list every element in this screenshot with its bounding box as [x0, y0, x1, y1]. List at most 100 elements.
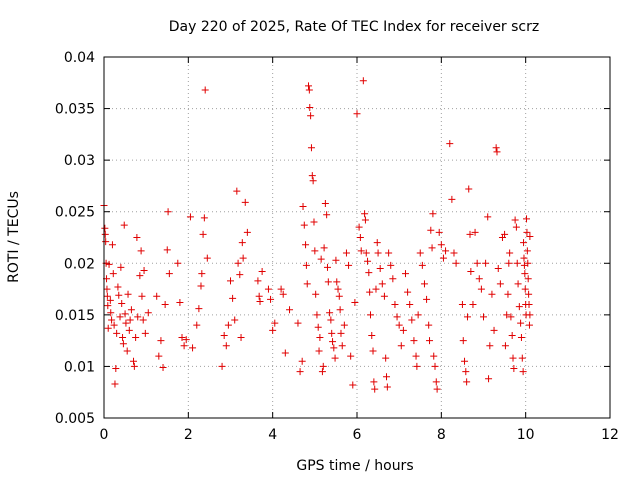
data-point	[121, 310, 129, 318]
y-tick-label: 0.01	[64, 359, 95, 375]
data-point	[130, 362, 138, 370]
data-point	[395, 321, 403, 329]
data-point	[200, 214, 208, 222]
data-point	[313, 311, 321, 319]
data-point	[493, 148, 501, 156]
data-point	[126, 316, 134, 324]
data-point	[372, 285, 380, 293]
data-point	[137, 247, 145, 255]
y-tick-label: 0.025	[55, 205, 95, 221]
data-point	[439, 254, 447, 262]
data-point	[108, 316, 116, 324]
data-point	[501, 342, 509, 350]
data-point	[119, 340, 127, 348]
data-point	[335, 292, 343, 300]
data-point	[490, 326, 498, 334]
data-point	[523, 228, 531, 236]
axis-ticks: 0 2 4 6 8 10 12 0.005 0.01 0.015 0.02 0.025 0.03 0.03…	[55, 50, 619, 443]
data-point	[101, 230, 109, 238]
data-point	[359, 77, 367, 85]
data-point	[330, 344, 338, 352]
data-point	[186, 213, 194, 221]
data-point	[361, 210, 369, 218]
data-point	[389, 275, 397, 283]
data-point	[429, 210, 437, 218]
data-point	[303, 280, 311, 288]
data-point	[428, 244, 436, 252]
data-point	[197, 282, 205, 290]
data-point	[521, 270, 529, 278]
data-point	[102, 238, 110, 246]
data-point	[302, 261, 310, 269]
data-point	[365, 269, 373, 277]
data-point	[332, 256, 340, 264]
data-point	[511, 216, 519, 224]
data-point	[397, 342, 405, 350]
data-point	[508, 331, 516, 339]
data-point	[120, 221, 128, 229]
data-point	[161, 301, 169, 309]
data-point	[220, 331, 228, 339]
data-point	[466, 230, 474, 238]
data-point	[199, 230, 207, 238]
data-point	[281, 349, 289, 357]
data-point	[157, 337, 165, 345]
data-point	[218, 362, 226, 370]
y-tick-label: 0.005	[55, 411, 95, 427]
data-point	[442, 247, 450, 255]
data-point	[108, 241, 116, 249]
data-point	[112, 364, 120, 372]
x-tick-label: 12	[601, 427, 619, 443]
data-point	[520, 254, 528, 262]
data-point	[298, 357, 306, 365]
data-point	[526, 311, 534, 319]
data-point	[319, 362, 327, 370]
data-point	[412, 352, 420, 360]
data-point	[494, 264, 502, 272]
data-point	[509, 354, 517, 362]
data-point	[382, 354, 390, 362]
data-point	[505, 259, 513, 267]
data-point	[130, 357, 138, 365]
data-point	[501, 230, 509, 238]
data-point	[462, 368, 470, 376]
x-tick-label: 0	[100, 427, 109, 443]
data-point	[336, 306, 344, 314]
data-point	[463, 313, 471, 321]
data-point	[134, 313, 142, 321]
data-point	[267, 295, 275, 303]
data-point	[431, 362, 439, 370]
data-point	[316, 334, 324, 342]
data-point	[258, 268, 266, 276]
data-point	[465, 185, 473, 193]
data-point	[467, 268, 475, 276]
data-point	[286, 306, 294, 314]
data-point	[305, 82, 313, 90]
x-tick-label: 4	[268, 427, 277, 443]
data-point	[195, 305, 203, 313]
x-tick-label: 10	[517, 427, 535, 443]
data-point	[178, 334, 186, 342]
data-point	[517, 319, 525, 327]
data-point	[471, 228, 479, 236]
data-point	[368, 331, 376, 339]
data-point	[326, 309, 334, 317]
data-point	[119, 334, 127, 342]
data-point	[473, 259, 481, 267]
data-point	[340, 321, 348, 329]
y-axis-title: ROTI / TECUs	[6, 191, 22, 283]
data-point	[224, 321, 232, 329]
data-point	[327, 316, 335, 324]
data-point	[437, 241, 445, 249]
data-point	[492, 144, 500, 152]
data-point	[107, 309, 115, 317]
data-point	[373, 239, 381, 247]
data-point	[155, 352, 163, 360]
data-point	[141, 329, 149, 337]
data-point	[448, 195, 456, 203]
data-point	[503, 311, 511, 319]
data-point	[315, 347, 323, 355]
data-point	[519, 368, 527, 376]
data-point	[364, 257, 372, 265]
data-point	[385, 249, 393, 257]
